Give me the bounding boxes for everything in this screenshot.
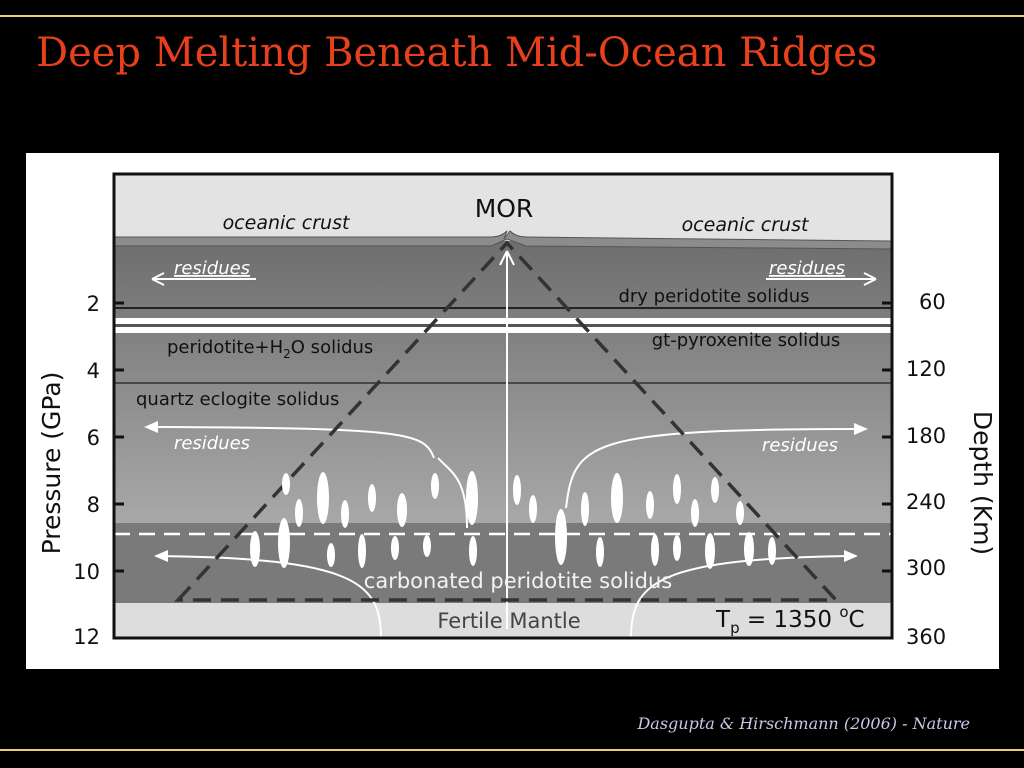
melt-droplet <box>581 492 589 526</box>
tp-unit: C <box>849 607 865 633</box>
residues-mid-right-label: residues <box>762 435 838 456</box>
depth-tick-label: 300 <box>906 556 946 580</box>
fertile-mantle-label: Fertile Mantle <box>437 609 580 633</box>
melt-droplet <box>513 475 521 505</box>
melt-droplet <box>466 471 478 525</box>
residues-mid-left-label: residues <box>174 433 250 454</box>
melt-droplet <box>250 531 260 567</box>
depth-tick-label: 360 <box>906 625 946 649</box>
oceanic-crust-right-label: oceanic crust <box>682 214 810 236</box>
h2o-subscript: 2 <box>283 347 291 361</box>
melt-droplet <box>317 472 329 524</box>
melting-region-triangle <box>174 240 840 602</box>
melt-droplet <box>341 500 349 528</box>
diagram-frame <box>112 172 894 640</box>
quartz-eclogite-solidus-label: quartz eclogite solidus <box>136 389 339 410</box>
melt-droplet <box>555 509 567 565</box>
depth-tick-label: 60 <box>919 290 946 314</box>
peridotite-h2o-solidus-label: peridotite+H2O solidus <box>167 337 373 361</box>
depth-tick-label: 120 <box>906 357 946 381</box>
melt-droplet <box>368 484 376 512</box>
pressure-axis-title: Pressure (GPa) <box>37 372 66 555</box>
melt-droplet <box>736 501 744 525</box>
melt-droplet <box>711 477 719 503</box>
melt-droplet <box>278 518 290 568</box>
melt-droplet <box>768 537 776 565</box>
mor-label: MOR <box>475 194 534 223</box>
melt-droplet <box>596 537 604 567</box>
pressure-tick-label: 10 <box>73 560 100 584</box>
melt-droplet <box>282 473 290 495</box>
top-rule <box>0 15 1024 17</box>
residue-arrowhead-left <box>144 421 158 433</box>
depth-axis-ticks: 60 120 180 240 300 360 <box>906 290 946 649</box>
deep-flow-right <box>630 555 857 639</box>
tp-value: = 1350 <box>740 607 840 633</box>
deep-arrowhead-left <box>154 550 168 562</box>
bottom-rule <box>0 749 1024 751</box>
melt-droplet <box>611 473 623 523</box>
melt-droplet <box>397 493 407 527</box>
melt-droplet <box>673 474 681 504</box>
depth-axis-title: Depth (Km) <box>968 411 997 555</box>
upper-mantle <box>114 241 892 523</box>
depth-tick-label: 180 <box>906 424 946 448</box>
residue-flow-left <box>155 426 435 459</box>
slide-title: Deep Melting Beneath Mid-Ocean Ridges <box>36 30 878 76</box>
pressure-axis-ticks: 2 4 6 8 10 12 <box>73 292 100 649</box>
melt-droplets <box>250 471 776 569</box>
pressure-tick-label: 12 <box>73 625 100 649</box>
residue-arrow-upper-left <box>151 272 256 286</box>
sky-band <box>114 174 892 241</box>
degree-superscript: o <box>839 603 848 621</box>
fertile-mantle-zone <box>114 603 892 638</box>
melt-droplet <box>744 532 754 566</box>
melt-droplet <box>529 495 537 523</box>
melt-droplet <box>431 473 439 499</box>
depth-tick-label: 240 <box>906 490 946 514</box>
melt-droplet <box>673 535 681 561</box>
upwelling-arrow <box>499 250 515 629</box>
residue-arrowhead-right <box>854 423 868 435</box>
melt-droplet <box>691 499 699 527</box>
citation: Dasgupta & Hirschmann (2006) - Nature <box>637 714 970 733</box>
residue-flow-right <box>565 428 857 509</box>
residue-arrow-upper-right <box>766 272 877 286</box>
oceanic-crust-left-label: oceanic crust <box>223 212 351 234</box>
melt-droplet <box>705 533 715 569</box>
potential-temperature-label: Tp = 1350 oC <box>715 603 865 637</box>
tp-subscript: p <box>730 619 740 637</box>
pressure-tick-label: 4 <box>87 359 100 383</box>
deep-flow-left <box>155 555 382 639</box>
pressure-tick-label: 8 <box>87 493 100 517</box>
tp-text: T <box>715 607 731 633</box>
deep-arrowhead-right <box>844 550 858 562</box>
peridotite-h2o-text-end: O solidus <box>291 337 374 358</box>
carbonated-melt-zone <box>114 523 892 603</box>
melt-channel-left <box>437 457 468 529</box>
peridotite-h2o-text: peridotite+H <box>167 337 283 358</box>
melt-droplet <box>423 535 431 557</box>
melt-droplet <box>391 536 399 560</box>
melt-droplet <box>651 534 659 566</box>
gt-pyroxenite-solidus-label: gt-pyroxenite solidus <box>652 330 841 351</box>
melt-droplet <box>469 536 477 566</box>
pressure-tick-label: 6 <box>87 426 100 450</box>
melt-droplet <box>327 543 335 567</box>
gt-pyroxenite-solidus-divider <box>114 324 892 327</box>
left-tick-marks <box>114 301 124 573</box>
melt-droplet <box>295 499 303 527</box>
right-tick-marks <box>882 301 892 573</box>
carbonated-peridotite-solidus-label: carbonated peridotite solidus <box>364 569 672 593</box>
melting-diagram: MOR oceanic crust oceanic crust residues… <box>26 153 999 669</box>
dry-peridotite-solidus-label: dry peridotite solidus <box>618 286 809 307</box>
pressure-tick-label: 2 <box>87 292 100 316</box>
residues-upper-right-label: residues <box>769 258 845 279</box>
melt-droplet <box>358 534 366 568</box>
residues-upper-left-label: residues <box>174 258 250 279</box>
melt-droplet <box>646 491 654 519</box>
